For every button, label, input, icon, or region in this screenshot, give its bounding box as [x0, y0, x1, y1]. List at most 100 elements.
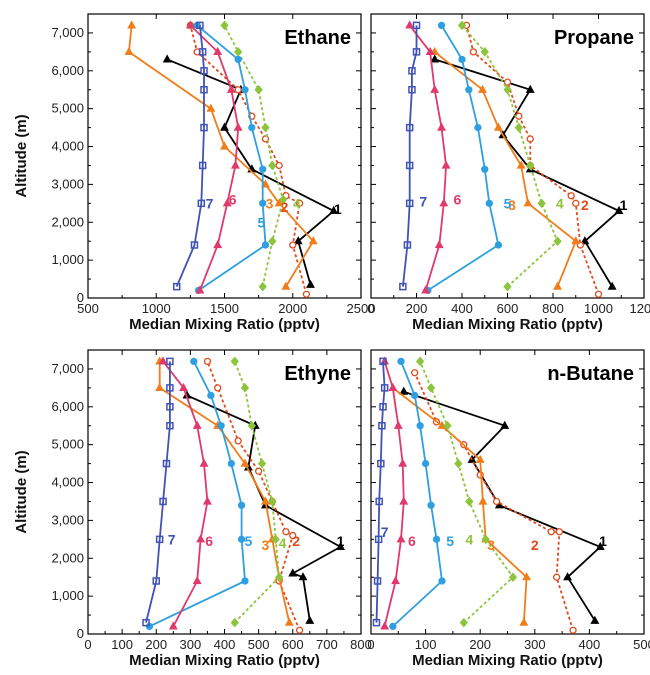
data-point — [237, 501, 246, 509]
x-tick-label: 400 — [451, 301, 473, 316]
data-point — [571, 236, 581, 245]
data-point — [377, 459, 385, 468]
data-point — [234, 437, 242, 445]
y-tick-label: 2,000 — [51, 214, 84, 229]
data-point — [275, 161, 283, 170]
data-point — [247, 420, 256, 431]
data-point — [261, 122, 270, 133]
data-point — [590, 615, 600, 624]
data-point — [142, 618, 150, 627]
data-point — [421, 459, 430, 468]
data-point — [378, 421, 386, 430]
data-point — [261, 179, 270, 188]
data-point — [503, 78, 512, 86]
y-tick-label: 4,000 — [51, 475, 84, 490]
series-label: 3 — [487, 537, 495, 553]
series-label: 7 — [206, 195, 214, 211]
data-point — [241, 577, 249, 585]
data-point — [220, 20, 229, 31]
series-3 — [388, 382, 532, 626]
data-point — [195, 285, 205, 294]
data-point — [432, 535, 441, 543]
data-point — [459, 617, 468, 628]
data-point — [127, 20, 137, 29]
data-point — [234, 86, 242, 94]
series-label: 5 — [257, 214, 265, 230]
data-point — [405, 123, 414, 132]
data-point — [437, 122, 446, 131]
data-point — [372, 618, 381, 627]
data-point — [434, 239, 444, 249]
series-label: 2 — [581, 197, 589, 213]
series-label: 3 — [266, 195, 274, 211]
y-tick-label: 6,000 — [51, 399, 84, 414]
series-label: 1 — [334, 201, 342, 217]
data-point — [526, 160, 535, 171]
y-tick-label: 1,000 — [51, 588, 84, 603]
series-7 — [372, 357, 389, 627]
data-point — [158, 356, 168, 365]
data-point — [614, 205, 624, 215]
data-point — [405, 199, 414, 208]
data-point — [329, 205, 339, 215]
data-point — [261, 496, 270, 505]
series-line — [206, 361, 301, 631]
y-tick-label: 3,000 — [51, 512, 84, 527]
series-line — [145, 361, 171, 623]
data-point — [411, 391, 419, 400]
data-point — [415, 356, 425, 367]
data-point — [196, 534, 206, 543]
series-line — [434, 58, 620, 288]
data-point — [389, 622, 397, 631]
data-point — [567, 192, 575, 200]
data-point — [281, 281, 291, 290]
data-point — [259, 165, 267, 173]
series-line — [434, 51, 577, 287]
data-point — [416, 422, 424, 430]
y-tick-label: 7,000 — [51, 361, 84, 376]
x-tick-label: 200 — [145, 637, 167, 652]
data-point — [441, 160, 451, 169]
data-point — [233, 47, 243, 57]
data-point — [203, 357, 212, 366]
x-tick-label: 1000 — [584, 301, 613, 316]
data-point — [515, 112, 523, 120]
data-point — [227, 459, 235, 468]
x-tick-label: 600 — [282, 637, 304, 652]
data-point — [412, 48, 421, 56]
x-tick-label: 700 — [316, 637, 338, 652]
data-point — [155, 535, 164, 544]
data-point — [411, 369, 419, 377]
series-label: 3 — [508, 197, 516, 213]
data-point — [607, 281, 617, 290]
x-axis-label: Median Mixing Ratio (pptv) — [412, 652, 603, 669]
data-point — [519, 617, 529, 626]
data-point — [516, 160, 526, 169]
data-point — [295, 199, 304, 207]
x-tick-label: 2500 — [347, 301, 376, 316]
y-tick-label: 0 — [77, 626, 84, 641]
x-tick-label: 100 — [415, 637, 437, 652]
data-point — [485, 199, 493, 207]
y-tick-label: 7,000 — [51, 25, 84, 40]
y-axis-label: Altitude (m) — [13, 114, 30, 197]
series-label: 7 — [381, 524, 389, 540]
series-line — [223, 24, 285, 287]
data-point — [222, 198, 232, 207]
data-point — [230, 617, 239, 628]
series-4 — [415, 356, 518, 628]
series-label: 5 — [244, 533, 252, 549]
series-1 — [182, 390, 345, 624]
data-point — [458, 55, 466, 64]
data-point — [396, 534, 406, 543]
data-point — [197, 199, 206, 208]
series-label: 2 — [292, 533, 300, 549]
data-point — [399, 282, 407, 291]
chart-panel-2: 0 100 200 300 400 500 600 700 80001,0002,0003,00… — [13, 349, 372, 669]
data-point — [403, 241, 412, 249]
y-tick-label: 5,000 — [51, 437, 84, 452]
data-point — [199, 458, 209, 467]
x-tick-label: 1000 — [142, 301, 171, 316]
data-point — [220, 141, 229, 150]
plot-frame — [370, 13, 645, 299]
